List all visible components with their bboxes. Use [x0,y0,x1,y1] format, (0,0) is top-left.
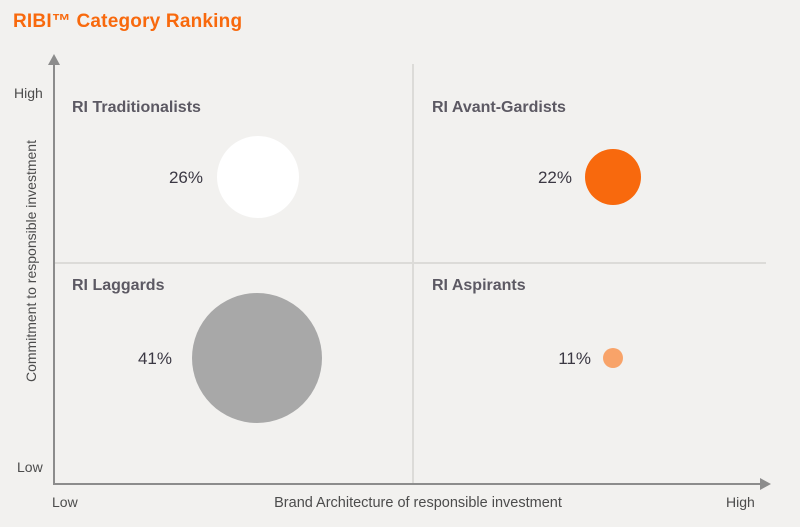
y-axis-arrow-icon [48,54,60,65]
page-title: RIBI™ Category Ranking [13,11,243,32]
bubble-laggards [192,293,322,423]
bubble-avant-gardists [585,149,641,205]
value-label-avant-gardists: 22% [537,168,572,187]
x-axis-arrow-icon [760,478,771,490]
vertical-divider [412,64,414,483]
quadrant-label-avant-gardists: RI Avant-Gardists [432,99,566,116]
y-axis-title: Commitment to responsible investment [23,140,39,382]
bubble-aspirants [603,348,623,368]
x-axis-line [53,483,762,485]
quadrant-label-traditionalists: RI Traditionalists [72,99,201,116]
quadrant-label-aspirants: RI Aspirants [432,277,526,294]
y-axis-low-label: Low [17,459,43,475]
value-label-aspirants: 11% [558,349,591,368]
horizontal-divider [55,262,766,264]
value-label-laggards: 41% [137,349,172,368]
y-axis-line [53,63,55,484]
x-axis-title: Brand Architecture of responsible invest… [274,495,562,511]
quadrant-label-laggards: RI Laggards [72,277,165,294]
value-label-traditionalists: 26% [168,168,203,187]
bubble-traditionalists [217,136,299,218]
x-axis-high-label: High [726,494,755,510]
y-axis-high-label: High [14,85,43,101]
x-axis-low-label: Low [52,494,78,510]
